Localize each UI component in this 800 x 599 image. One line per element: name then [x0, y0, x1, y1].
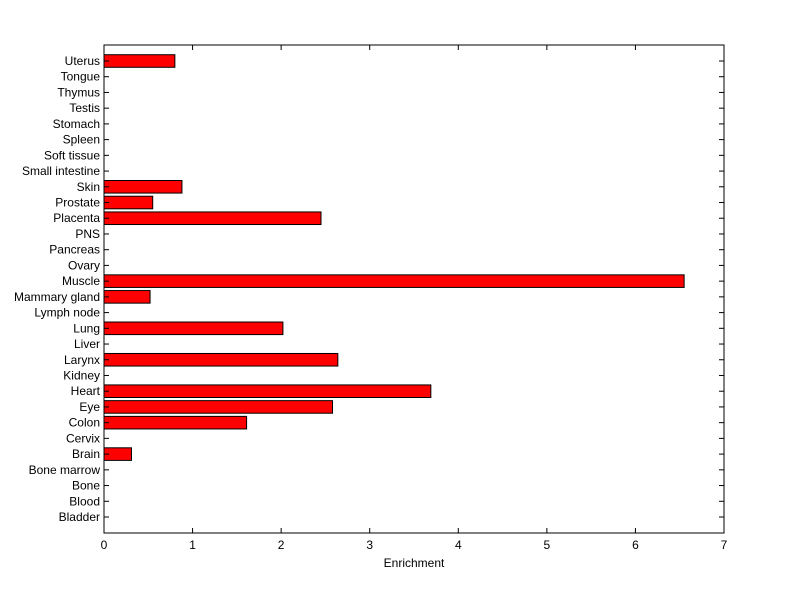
y-tick-label-thymus: Thymus — [57, 85, 100, 99]
bar-muscle — [103, 274, 685, 288]
bar-lung — [103, 321, 284, 336]
y-tick-label-larynx: Larynx — [64, 353, 100, 367]
ticks-group — [103, 45, 725, 533]
y-tick-label-soft-tissue: Soft tissue — [44, 148, 100, 162]
y-tick-label-lung: Lung — [73, 321, 100, 335]
bar-mammary-gland — [103, 290, 151, 304]
x-tick-label-7: 7 — [721, 538, 728, 552]
x-tick-label-5: 5 — [544, 538, 551, 552]
plot-frame — [103, 44, 725, 534]
y-tick-label-ovary: Ovary — [68, 258, 100, 272]
x-tick-labels: 0 1 2 3 4 5 6 7 — [101, 538, 728, 552]
x-tick-label-0: 0 — [101, 538, 108, 552]
y-tick-label-stomach: Stomach — [53, 117, 100, 131]
y-tick-label-pancreas: Pancreas — [49, 243, 100, 257]
bar-heart — [103, 384, 432, 399]
bar-uterus — [103, 54, 176, 68]
y-tick-label-pns: PNS — [75, 227, 100, 241]
bar-colon — [103, 415, 248, 430]
bar-prostate — [103, 195, 154, 210]
y-tick-label-prostate: Prostate — [55, 196, 100, 210]
x-tick-label-3: 3 — [366, 538, 373, 552]
y-tick-label-colon: Colon — [69, 416, 100, 430]
y-tick-label-muscle: Muscle — [62, 274, 100, 288]
y-tick-label-bladder: Bladder — [59, 510, 100, 524]
y-tick-label-kidney: Kidney — [63, 368, 100, 382]
x-tick-label-4: 4 — [455, 538, 462, 552]
y-tick-label-heart: Heart — [71, 384, 101, 398]
y-tick-label-skin: Skin — [77, 180, 100, 194]
y-tick-label-small-intestine: Small intestine — [22, 164, 100, 178]
bars-group — [103, 54, 685, 461]
bar-larynx — [103, 352, 339, 367]
y-tick-label-tongue: Tongue — [61, 70, 101, 84]
x-axis-title: Enrichment — [384, 556, 445, 570]
y-tick-label-liver: Liver — [74, 337, 100, 351]
y-tick-label-blood: Blood — [69, 494, 100, 508]
y-tick-label-placenta: Placenta — [53, 211, 100, 225]
bar-eye — [103, 400, 334, 414]
bar-skin — [103, 180, 183, 194]
y-tick-label-brain: Brain — [72, 447, 100, 461]
x-tick-label-2: 2 — [278, 538, 285, 552]
y-tick-label-bone-marrow: Bone marrow — [29, 463, 101, 477]
y-tick-label-testis: Testis — [69, 101, 100, 115]
bar-placenta — [103, 211, 322, 226]
y-tick-label-mammary-gland: Mammary gland — [14, 290, 100, 304]
y-tick-label-lymph-node: Lymph node — [34, 306, 100, 320]
y-tick-label-spleen: Spleen — [63, 133, 100, 147]
y-tick-label-uterus: Uterus — [65, 54, 100, 68]
y-tick-label-cervix: Cervix — [66, 431, 100, 445]
x-tick-label-6: 6 — [632, 538, 639, 552]
y-tick-label-bone: Bone — [72, 479, 100, 493]
y-tick-label-eye: Eye — [79, 400, 100, 414]
x-tick-label-1: 1 — [189, 538, 196, 552]
